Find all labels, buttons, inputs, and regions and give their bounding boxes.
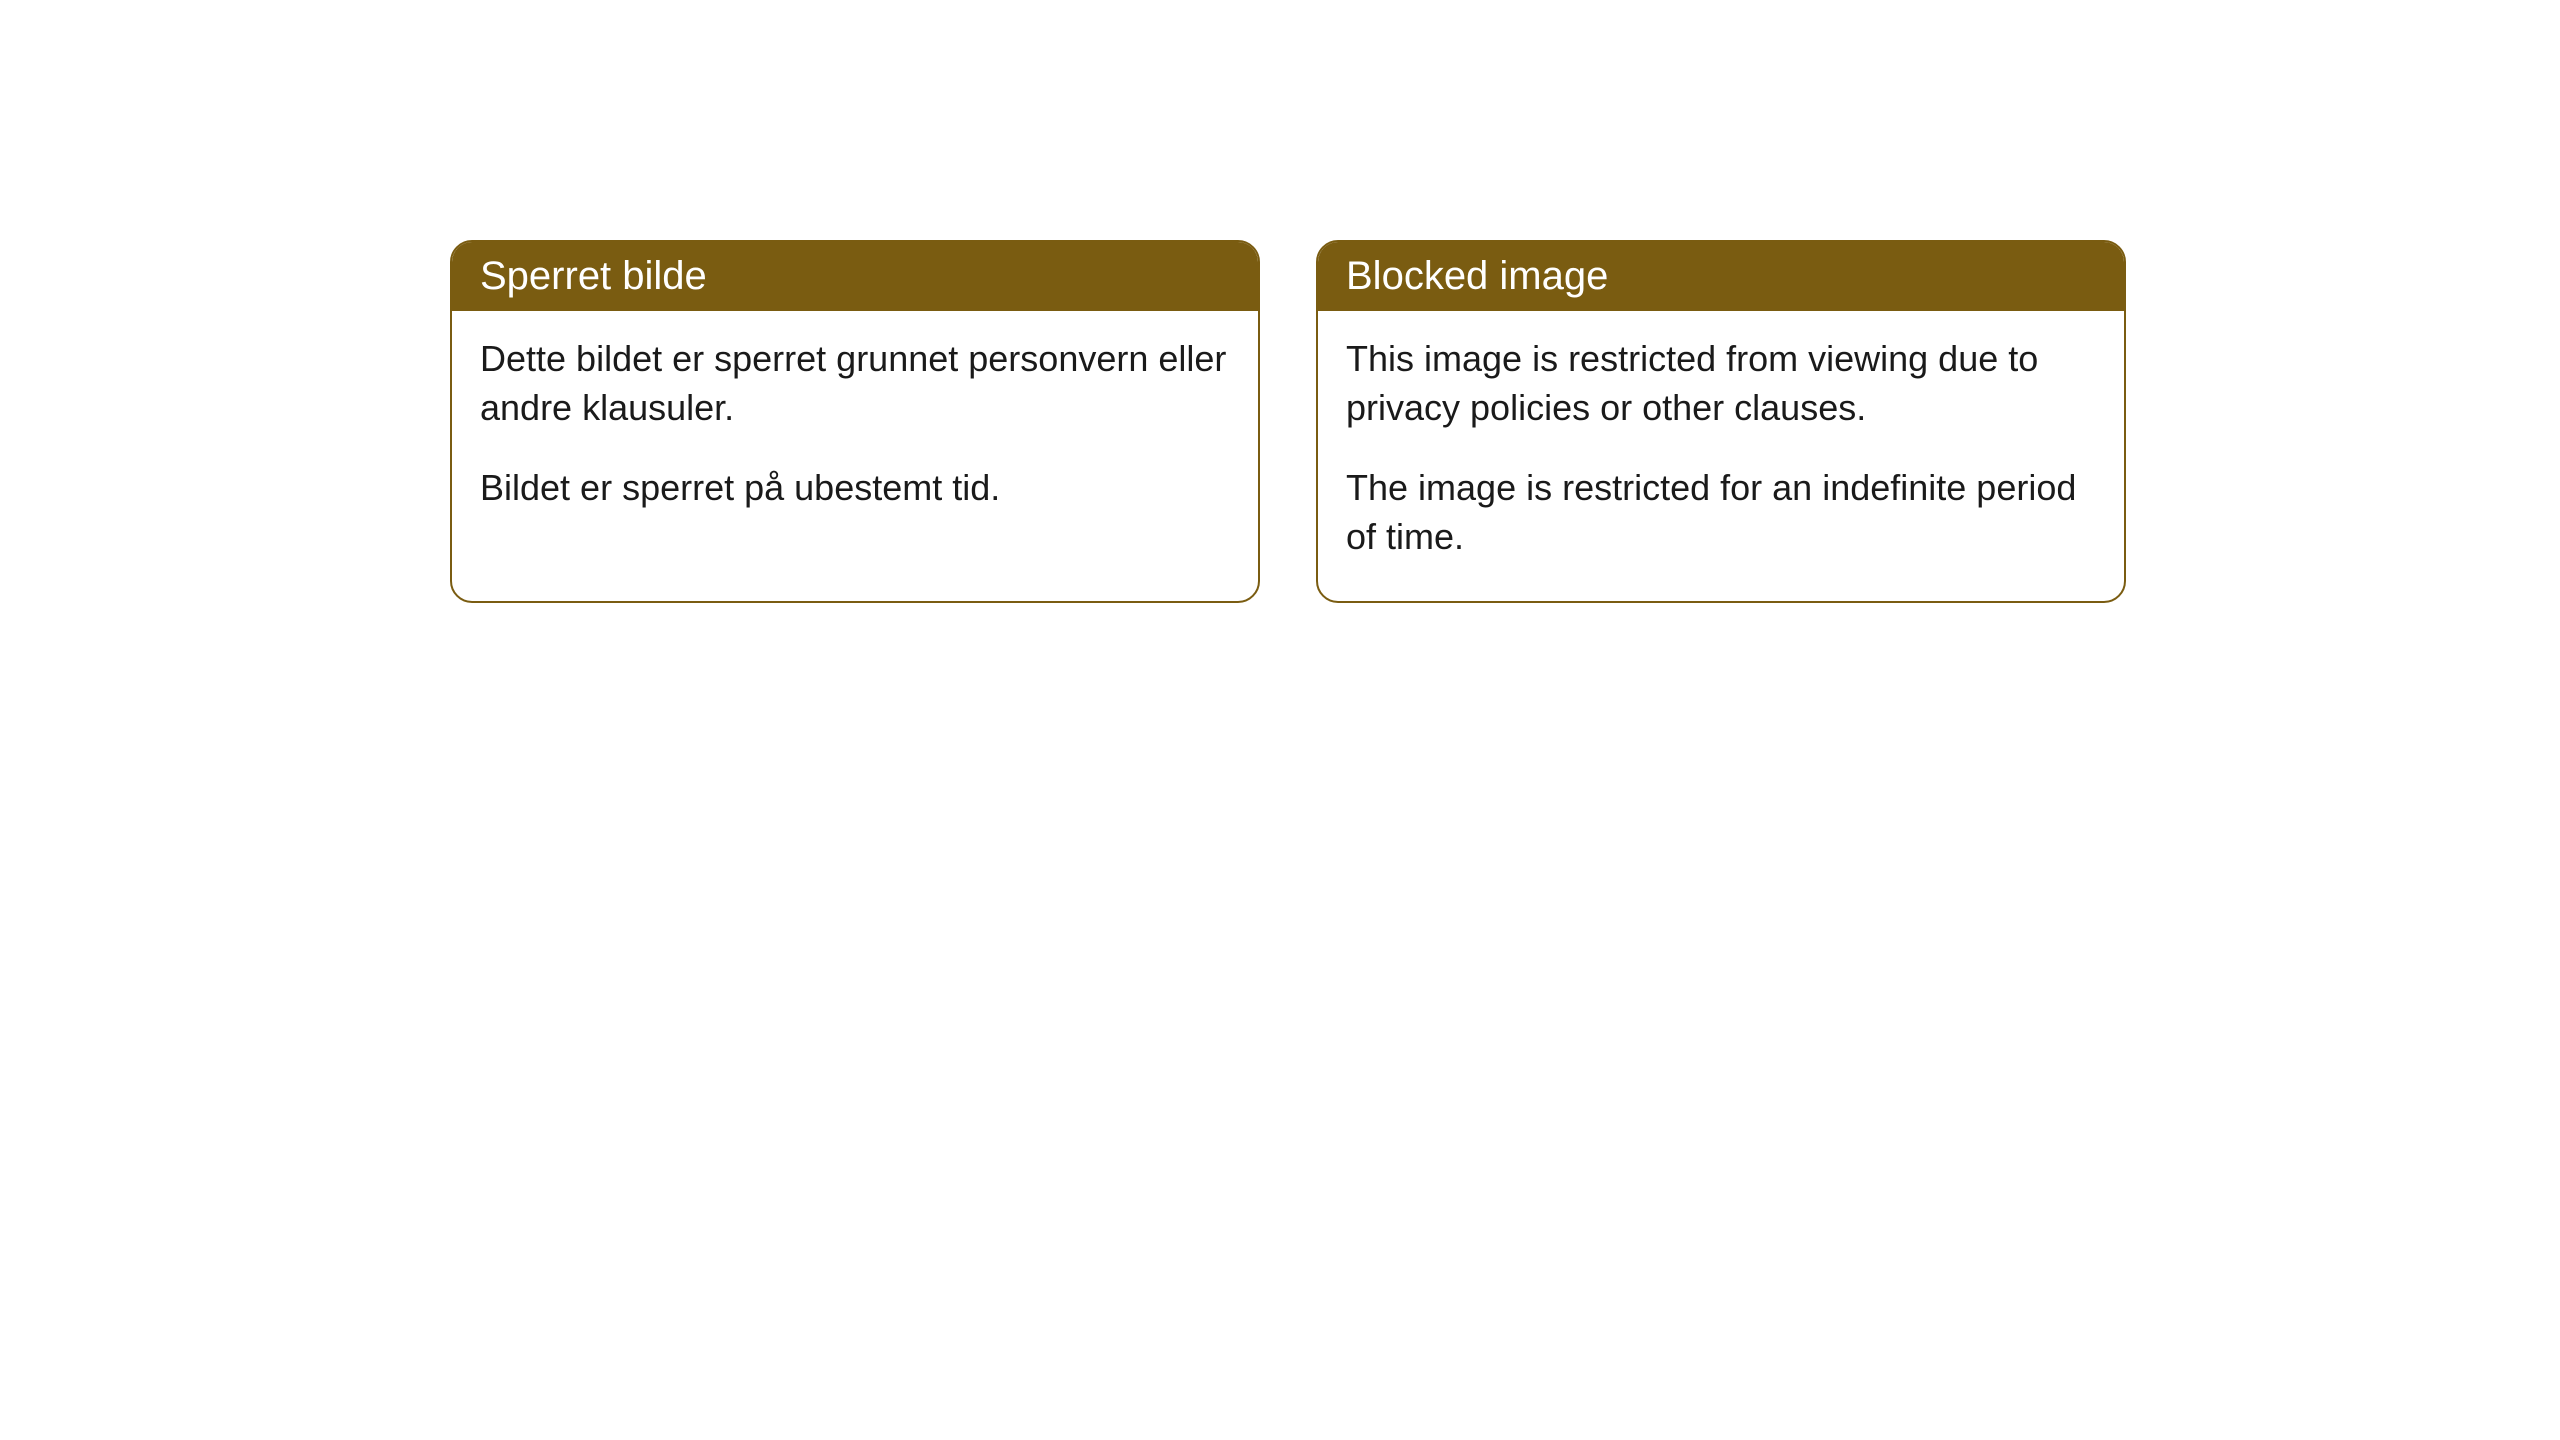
card-paragraph-1-no: Dette bildet er sperret grunnet personve… xyxy=(480,335,1230,432)
card-paragraph-2-no: Bildet er sperret på ubestemt tid. xyxy=(480,464,1230,513)
card-body-en: This image is restricted from viewing du… xyxy=(1318,311,2124,601)
notice-cards-container: Sperret bilde Dette bildet er sperret gr… xyxy=(0,0,2560,603)
card-body-no: Dette bildet er sperret grunnet personve… xyxy=(452,311,1258,553)
card-title-no: Sperret bilde xyxy=(452,242,1258,311)
card-paragraph-2-en: The image is restricted for an indefinit… xyxy=(1346,464,2096,561)
blocked-image-card-no: Sperret bilde Dette bildet er sperret gr… xyxy=(450,240,1260,603)
blocked-image-card-en: Blocked image This image is restricted f… xyxy=(1316,240,2126,603)
card-paragraph-1-en: This image is restricted from viewing du… xyxy=(1346,335,2096,432)
card-title-en: Blocked image xyxy=(1318,242,2124,311)
